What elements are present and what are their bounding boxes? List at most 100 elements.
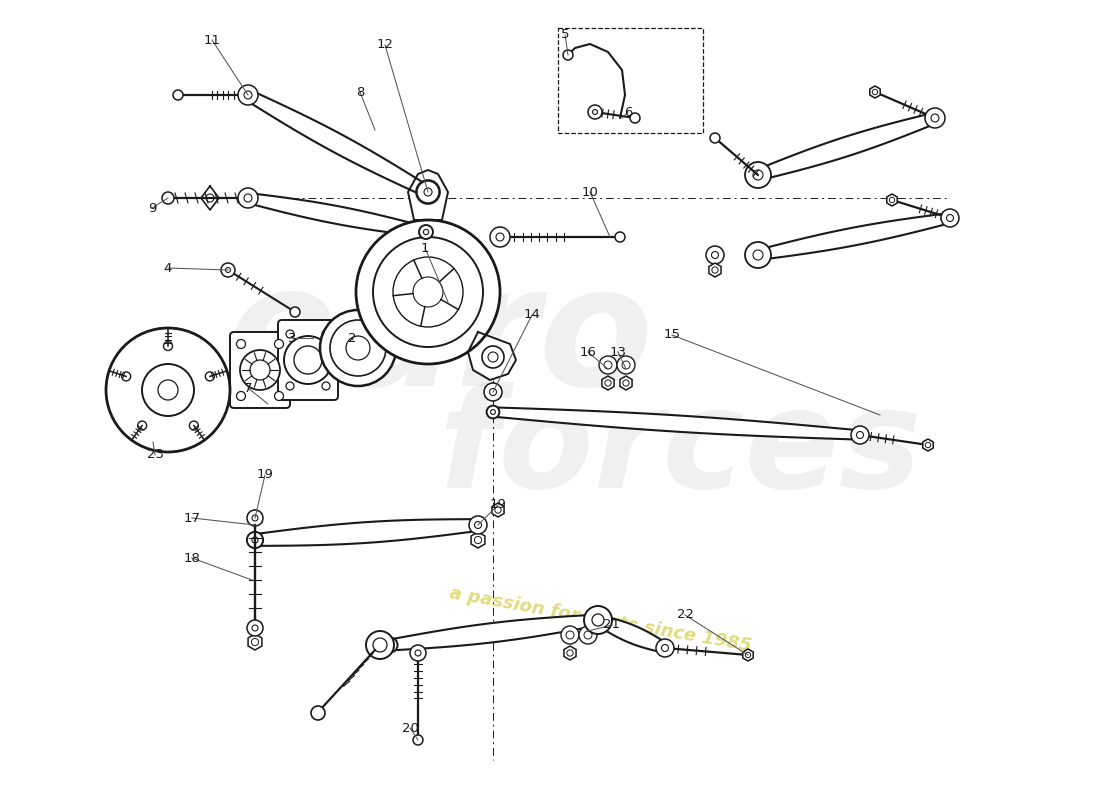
Polygon shape <box>468 332 516 380</box>
Polygon shape <box>493 407 860 440</box>
Circle shape <box>932 115 938 121</box>
Circle shape <box>470 517 486 533</box>
Circle shape <box>252 638 258 646</box>
Circle shape <box>106 328 230 452</box>
Text: 16: 16 <box>580 346 596 358</box>
Text: 9: 9 <box>147 202 156 214</box>
Text: 13: 13 <box>609 346 627 358</box>
Text: a passion for parts since 1985: a passion for parts since 1985 <box>448 585 752 655</box>
Circle shape <box>173 90 183 100</box>
Circle shape <box>490 227 510 247</box>
Circle shape <box>286 382 294 390</box>
Polygon shape <box>492 503 504 517</box>
Circle shape <box>490 389 496 395</box>
Circle shape <box>947 215 953 221</box>
Circle shape <box>745 242 771 268</box>
Circle shape <box>226 267 231 273</box>
Circle shape <box>221 263 235 277</box>
Text: 7: 7 <box>244 382 252 394</box>
Circle shape <box>579 626 597 644</box>
Circle shape <box>393 257 463 327</box>
Circle shape <box>275 339 284 349</box>
Circle shape <box>322 330 330 338</box>
Circle shape <box>290 307 300 317</box>
Polygon shape <box>245 90 430 197</box>
Circle shape <box>925 108 945 128</box>
Circle shape <box>425 189 431 195</box>
Circle shape <box>142 364 194 416</box>
Polygon shape <box>742 649 754 661</box>
Circle shape <box>854 429 867 442</box>
Circle shape <box>482 346 504 368</box>
Circle shape <box>474 536 482 544</box>
Polygon shape <box>471 532 485 548</box>
Circle shape <box>751 248 764 262</box>
Circle shape <box>706 246 724 264</box>
Polygon shape <box>887 194 898 206</box>
Circle shape <box>356 220 500 364</box>
Circle shape <box>754 250 763 260</box>
Circle shape <box>424 188 432 196</box>
Polygon shape <box>201 186 219 210</box>
Circle shape <box>927 110 943 126</box>
Circle shape <box>248 620 263 636</box>
Circle shape <box>206 194 214 202</box>
Circle shape <box>488 352 498 362</box>
Circle shape <box>488 388 497 396</box>
Circle shape <box>595 617 601 623</box>
Circle shape <box>419 225 433 239</box>
Circle shape <box>742 650 754 660</box>
Circle shape <box>940 209 959 227</box>
Polygon shape <box>870 86 880 98</box>
Circle shape <box>238 85 258 105</box>
Circle shape <box>346 336 370 360</box>
Circle shape <box>563 50 573 60</box>
Circle shape <box>383 638 397 653</box>
Circle shape <box>245 195 251 201</box>
Circle shape <box>923 440 933 450</box>
Circle shape <box>238 188 258 208</box>
Circle shape <box>872 90 878 94</box>
Circle shape <box>387 642 393 648</box>
Circle shape <box>623 380 629 386</box>
Polygon shape <box>757 113 937 180</box>
Text: 6: 6 <box>624 106 632 118</box>
Circle shape <box>206 372 214 381</box>
Circle shape <box>658 641 672 655</box>
Text: forces: forces <box>438 382 922 518</box>
Polygon shape <box>248 193 427 237</box>
Circle shape <box>424 230 429 234</box>
Circle shape <box>373 638 387 652</box>
Text: 3: 3 <box>288 331 296 345</box>
Circle shape <box>246 532 263 548</box>
Circle shape <box>248 510 263 526</box>
Circle shape <box>591 613 605 627</box>
Circle shape <box>241 87 255 102</box>
Circle shape <box>122 372 131 381</box>
Polygon shape <box>620 376 632 390</box>
Circle shape <box>252 514 258 522</box>
Circle shape <box>495 507 502 513</box>
Text: 20: 20 <box>402 722 418 734</box>
Circle shape <box>566 650 573 656</box>
Circle shape <box>615 232 625 242</box>
Text: 19: 19 <box>256 469 274 482</box>
Circle shape <box>561 626 579 644</box>
Polygon shape <box>596 615 667 653</box>
Text: 8: 8 <box>355 86 364 98</box>
Polygon shape <box>485 383 501 401</box>
Polygon shape <box>708 263 722 277</box>
Circle shape <box>710 133 720 143</box>
Circle shape <box>162 192 174 204</box>
Circle shape <box>750 167 766 182</box>
Circle shape <box>605 380 612 386</box>
Circle shape <box>484 383 502 401</box>
Circle shape <box>410 645 426 661</box>
Circle shape <box>754 170 763 180</box>
Polygon shape <box>923 439 933 451</box>
Text: 4: 4 <box>164 262 173 274</box>
Circle shape <box>294 346 322 374</box>
Circle shape <box>240 350 280 390</box>
Circle shape <box>584 606 612 634</box>
Circle shape <box>236 391 245 401</box>
